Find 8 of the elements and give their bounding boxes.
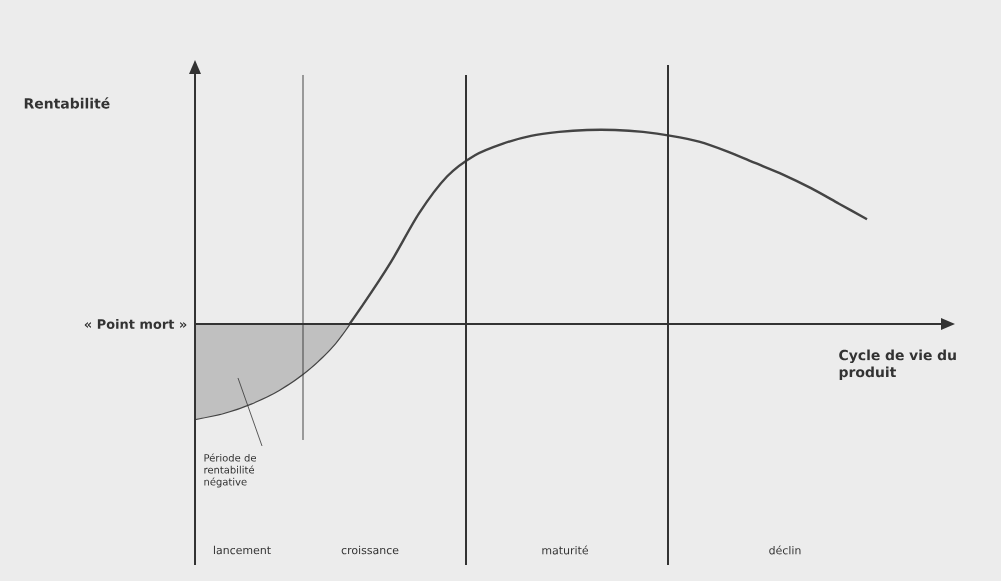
text: croissance (341, 545, 399, 555)
text: Rentabilité (24, 97, 110, 109)
text: déclin (769, 545, 801, 555)
text: lancement (213, 545, 271, 555)
text: maturité (542, 545, 589, 555)
x-axis-title: Cycle de vie du produit (839, 349, 956, 380)
ref-line-label: « Point mort » (84, 318, 187, 329)
text: Période de rentabilité négative (204, 453, 256, 488)
